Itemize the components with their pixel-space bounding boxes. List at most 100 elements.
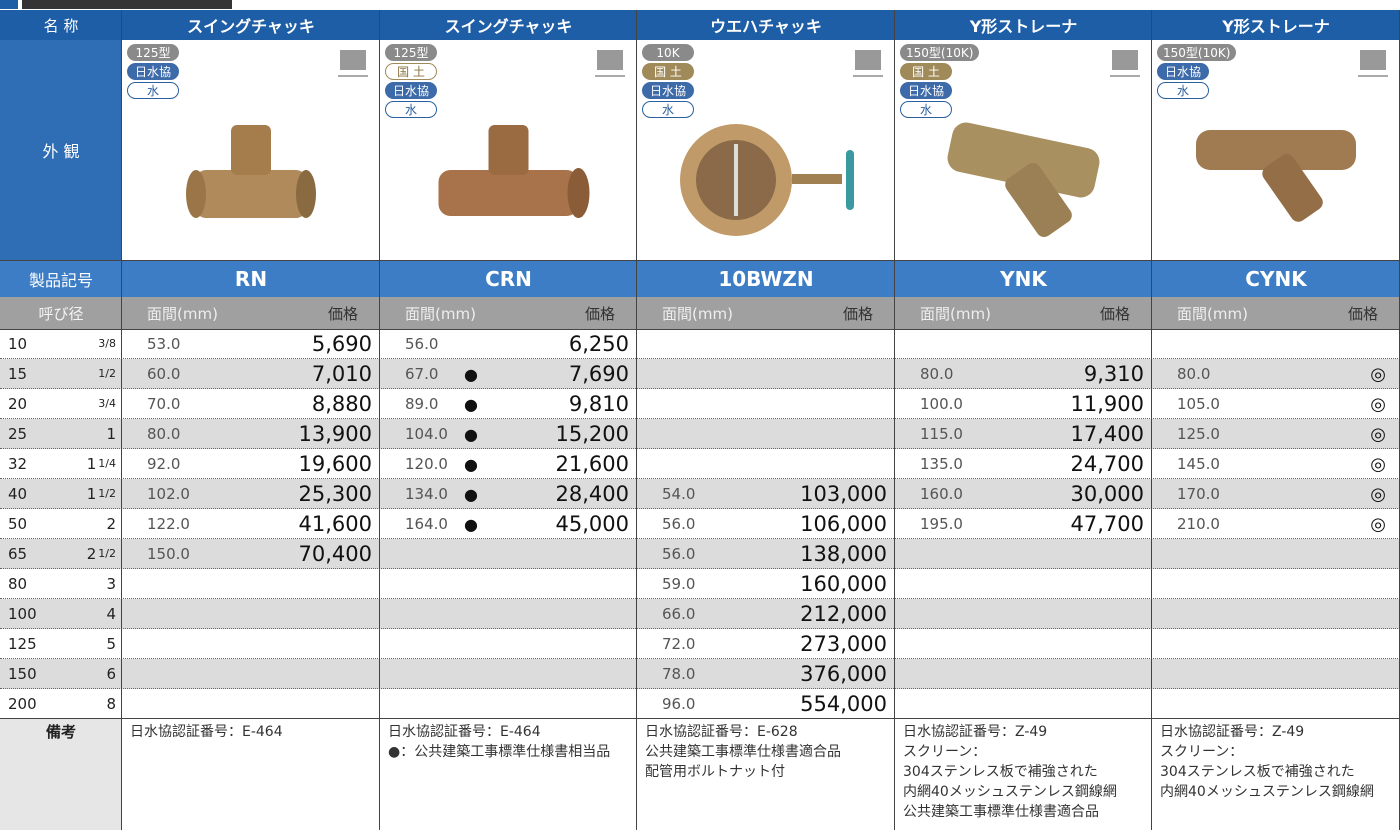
price-header: 価格 [842,304,873,323]
face-to-face: 54.0 [662,485,696,503]
badge: 日水協 [900,82,952,99]
face-to-face: 92.0 [147,455,181,473]
size-inch-whole: 1 [106,425,116,443]
size-inch-whole: 1 [86,455,97,473]
face-to-face: 150.0 [147,545,190,563]
face-to-face: 122.0 [147,515,190,533]
badge: 国 土 [900,63,952,80]
size-inch-whole: 3 [106,575,116,593]
size-inch: 1/2 [98,359,116,389]
size-inch-fraction: 3/8 [98,336,116,350]
price: ◎ [1370,453,1386,475]
price: 21,600 [555,452,629,476]
label-size: 呼び径 [0,297,122,329]
sub-header-bg [380,297,637,329]
note-line: 公共建築工事標準仕様書適合品 [903,804,1099,820]
face-header: 面間(mm) [405,304,476,323]
spec-mark: ● [464,514,478,534]
label-notes: 備考 [0,719,122,830]
product-name: Y形ストレーナ [1152,10,1400,40]
size-mm: 80 [8,575,28,593]
face-to-face: 89.0 [405,395,439,413]
face-to-face: 120.0 [405,455,448,473]
size-inch-whole: 2 [86,545,97,563]
product-image-cell: 10K 国 土日水協水 [637,40,895,260]
size-inch: 4 [106,599,116,629]
row-background [0,449,1400,479]
note-line: 304ステンレス板で補強された [1160,764,1355,780]
size-mm: 50 [8,515,28,533]
face-to-face: 53.0 [147,335,181,353]
row-background [0,629,1400,659]
price: 212,000 [800,602,887,626]
size-inch-whole: 2 [106,515,116,533]
column-rule [894,10,895,830]
product-photo [186,50,368,218]
price: ◎ [1370,513,1386,535]
face-to-face: 59.0 [662,575,696,593]
price: 13,900 [298,422,372,446]
product-photo [438,50,625,218]
price: 47,700 [1070,512,1144,536]
size-mm: 15 [8,365,28,383]
face-header: 面間(mm) [1177,304,1248,323]
face-to-face: 164.0 [405,515,448,533]
spec-mark: ● [464,394,478,414]
size-mm: 40 [8,485,28,503]
product-name: スイングチャッキ [380,10,637,40]
price-header: 価格 [327,304,358,323]
size-inch-fraction: 1/4 [98,456,116,470]
face-to-face: 72.0 [662,635,696,653]
face-to-face: 102.0 [147,485,190,503]
price: 19,600 [298,452,372,476]
label-name: 名 称 [0,10,122,40]
row-background [0,569,1400,599]
size-inch-fraction: 1/2 [98,486,116,500]
price: ◎ [1370,363,1386,385]
note-line: 日水協認証番号：E-464 [130,724,283,740]
note-line: 日水協認証番号：E-628 [645,724,798,740]
price: 5,690 [311,332,372,356]
size-inch: 1 [106,419,116,449]
face-to-face: 115.0 [920,425,963,443]
spec-mark: ● [464,424,478,444]
price: 6,250 [568,332,629,356]
column-rule [379,10,380,830]
product-photo [1196,50,1388,222]
face-to-face: 195.0 [920,515,963,533]
face-to-face: 56.0 [662,515,696,533]
badge: 水 [385,101,437,118]
row-rule [0,260,1400,261]
badge: 水 [642,101,694,118]
product-name: スイングチャッキ [122,10,380,40]
badge: 水 [1157,82,1209,99]
price: 160,000 [800,572,887,596]
row-background [0,389,1400,419]
face-to-face: 125.0 [1177,425,1220,443]
badge: 水 [127,82,179,99]
row-background [0,479,1400,509]
price: 9,810 [568,392,629,416]
price: 17,400 [1070,422,1144,446]
product-code: RN [122,260,380,297]
badge: 日水協 [127,63,179,80]
row-background [0,329,1400,359]
size-inch-whole: 5 [106,635,116,653]
face-to-face: 70.0 [147,395,181,413]
face-to-face: 80.0 [147,425,181,443]
size-inch: 2 1/2 [87,539,116,569]
size-inch: 1 1/4 [87,449,116,479]
row-background [0,509,1400,539]
price: 554,000 [800,692,887,716]
title-strip [22,0,232,9]
price: 30,000 [1070,482,1144,506]
sub-header-bg [895,297,1152,329]
price: 103,000 [800,482,887,506]
price: 24,700 [1070,452,1144,476]
price: 25,300 [298,482,372,506]
note-line: 公共建築工事標準仕様書適合品 [645,744,841,760]
face-to-face: 145.0 [1177,455,1220,473]
size-inch: 8 [106,689,116,719]
row-background [0,419,1400,449]
